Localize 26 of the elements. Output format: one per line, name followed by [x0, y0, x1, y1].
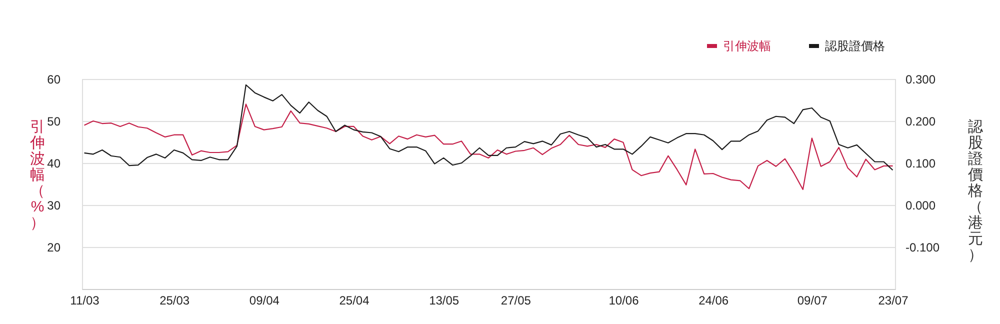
x-tick-label: 11/03 — [70, 294, 100, 308]
x-tick-label: 24/06 — [698, 294, 729, 308]
x-tick-label: 23/07 — [878, 294, 909, 308]
y-tick-label: 20 — [47, 240, 61, 254]
x-tick-label: 25/03 — [160, 294, 190, 308]
y2-tick-label: 0.100 — [906, 156, 936, 170]
x-tick-label: 09/04 — [249, 294, 280, 308]
line-series — [84, 84, 894, 171]
y-tick-label: 50 — [47, 114, 61, 128]
x-tick-label: 13/05 — [429, 294, 460, 308]
y2-tick-label: 0.200 — [906, 114, 936, 128]
text: 認股證價格（港元） — [968, 118, 983, 264]
y-tick-label: 30 — [47, 198, 61, 212]
y2-tick-label: 0.000 — [906, 198, 936, 212]
x-tick-label: 25/04 — [339, 294, 370, 308]
x-tick-label: 27/05 — [500, 294, 532, 308]
x-tick-label: 10/06 — [608, 294, 640, 308]
legend-label: 引伸波幅 — [723, 39, 771, 53]
y2-tick-label: 0.300 — [906, 72, 936, 86]
legend-label: 認股證價格 — [825, 39, 885, 53]
x-tick-label: 09/07 — [797, 294, 828, 308]
y-axis-title: 引伸波幅（%） — [29, 118, 45, 232]
y-tick-label: 60 — [47, 72, 61, 86]
line-series — [84, 104, 894, 190]
y-tick-label: 40 — [47, 156, 61, 170]
y2-tick-label: -0.100 — [906, 240, 940, 254]
